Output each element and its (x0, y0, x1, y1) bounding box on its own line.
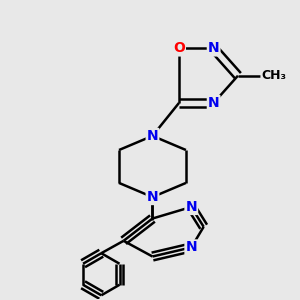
Text: N: N (208, 41, 220, 56)
Text: N: N (147, 190, 158, 204)
Text: N: N (147, 129, 158, 143)
Text: N: N (185, 200, 197, 214)
Text: N: N (208, 96, 220, 110)
Text: N: N (185, 240, 197, 254)
Text: CH₃: CH₃ (262, 69, 286, 82)
Text: O: O (173, 41, 185, 56)
